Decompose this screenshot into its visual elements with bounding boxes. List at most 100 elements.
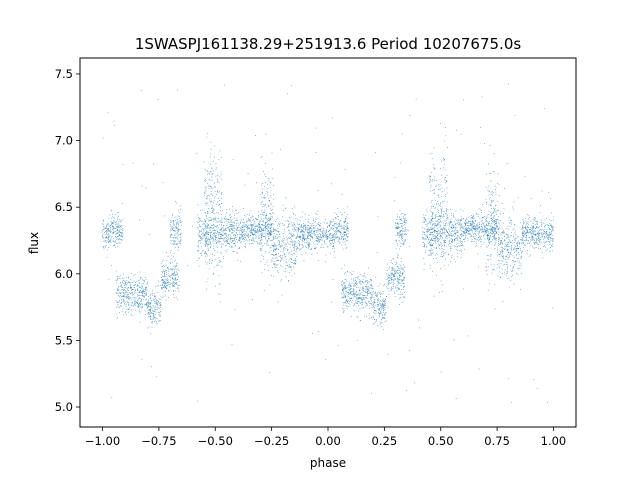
data-point [373, 301, 375, 303]
data-point [120, 294, 122, 296]
data-point [449, 242, 451, 244]
data-point [131, 289, 133, 291]
data-point [198, 240, 200, 241]
data-point [119, 232, 121, 234]
data-point [494, 221, 496, 223]
data-point [475, 226, 477, 228]
data-point [204, 223, 206, 225]
data-point [475, 246, 477, 248]
data-point [396, 277, 398, 279]
data-point [510, 251, 512, 253]
data-point [542, 236, 543, 237]
data-point [489, 144, 491, 146]
data-point [517, 242, 518, 244]
data-point [170, 252, 171, 254]
data-point [164, 276, 166, 277]
data-point [175, 201, 176, 202]
data-point [461, 241, 463, 243]
data-point [384, 309, 386, 310]
data-point [491, 272, 493, 274]
data-point [365, 280, 366, 282]
data-point [205, 221, 206, 223]
data-point [534, 240, 535, 241]
data-point [146, 302, 147, 304]
data-point [464, 223, 466, 224]
data-point [152, 321, 153, 322]
data-point [334, 257, 336, 259]
data-point [337, 229, 339, 231]
data-point [428, 242, 430, 244]
data-point [334, 238, 336, 240]
data-point [460, 234, 462, 236]
data-point [437, 233, 439, 235]
data-point [157, 311, 159, 313]
data-point [467, 228, 468, 230]
data-point [228, 238, 229, 240]
data-point [530, 227, 532, 228]
data-point [198, 244, 199, 246]
data-point [380, 303, 382, 305]
data-point [171, 274, 173, 275]
data-point [345, 244, 346, 245]
data-point [264, 238, 266, 240]
data-point [494, 185, 496, 187]
data-point [213, 239, 215, 240]
data-point [108, 230, 110, 232]
data-point [514, 223, 516, 225]
data-point [347, 292, 349, 294]
data-point [430, 245, 432, 247]
data-point [494, 284, 496, 285]
data-point [207, 213, 209, 215]
data-point [396, 239, 398, 241]
data-point [438, 238, 439, 240]
data-point [499, 254, 500, 255]
data-point [535, 220, 537, 222]
data-point [341, 307, 343, 309]
data-point [142, 287, 144, 289]
data-point [205, 226, 207, 228]
data-point [444, 232, 446, 234]
data-point [533, 225, 535, 227]
data-point [177, 230, 179, 232]
data-point [109, 229, 111, 231]
data-point [545, 246, 546, 248]
data-point [128, 304, 129, 306]
data-point [433, 218, 435, 220]
data-point [112, 213, 113, 215]
data-point [139, 310, 141, 312]
data-point [484, 233, 485, 235]
data-point [206, 241, 208, 242]
data-point [149, 311, 151, 313]
data-point [330, 240, 332, 241]
data-point [475, 228, 477, 230]
data-point [506, 237, 508, 238]
data-point [457, 236, 459, 238]
data-point [140, 278, 141, 280]
data-point [361, 299, 362, 301]
data-point [491, 229, 492, 231]
data-point [351, 288, 352, 290]
data-point [498, 262, 500, 264]
data-point [446, 187, 448, 189]
data-point [210, 244, 212, 245]
data-point [180, 232, 182, 234]
data-point [454, 226, 456, 228]
data-point [469, 234, 471, 235]
data-point [486, 259, 488, 261]
data-point [172, 285, 173, 287]
data-point [175, 230, 176, 232]
data-point [543, 229, 545, 231]
data-point [197, 241, 199, 243]
data-point [443, 243, 445, 245]
data-point [145, 298, 146, 300]
data-point [178, 291, 180, 292]
data-point [210, 220, 212, 221]
data-point [199, 220, 201, 222]
data-point [528, 228, 530, 230]
data-point [525, 226, 527, 228]
data-point [160, 263, 162, 264]
data-point [156, 307, 158, 309]
data-point [490, 202, 492, 204]
data-point [508, 239, 510, 241]
data-point [111, 223, 113, 225]
